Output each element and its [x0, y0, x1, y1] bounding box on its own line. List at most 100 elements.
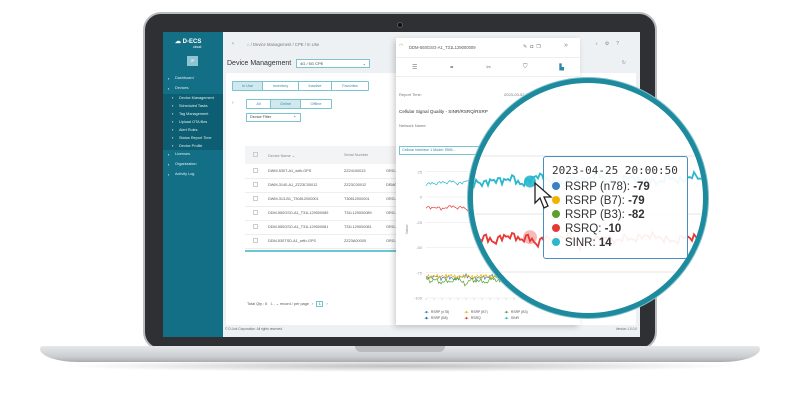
tooltip-item: RSRP (B3): -82: [552, 208, 679, 222]
tooltip-label: RSRP (B3):: [565, 209, 629, 221]
per-page-select[interactable]: 1.. ⌄: [270, 302, 279, 306]
tab-online[interactable]: Online: [271, 100, 301, 108]
legend-item[interactable]: -◆- RSRP (B3): [504, 310, 544, 314]
row-checkbox[interactable]: [253, 210, 258, 215]
tooltip-value: -79: [628, 195, 645, 207]
legend-marker-icon: -◆-: [464, 310, 469, 314]
table-row[interactable]: DDM-550GSO-A1_T31L129000081 T31L129000081…: [245, 220, 396, 235]
legend-marker-icon: -◆-: [424, 310, 429, 314]
breadcrumb: ⌂ / Device Management / CPE / In Use: [247, 42, 320, 47]
edit-icon[interactable]: ✎: [523, 44, 531, 50]
plus-icon: +: [293, 115, 296, 119]
profile-icon: ▪: [172, 143, 174, 148]
series-dot-icon: [552, 196, 560, 204]
tooltip-time: 2023-04-25 20:00:50: [552, 164, 678, 177]
sidebar-item-organization[interactable]: ▪ Organization: [163, 160, 223, 169]
collapse-panel-icon[interactable]: »: [564, 42, 568, 49]
collapse-icon[interactable]: ‹: [232, 41, 234, 47]
legend-item[interactable]: -◆- RSRP (B7): [464, 310, 504, 314]
legend-label: RSRP (n78): [430, 310, 450, 314]
expand-filter-icon[interactable]: ›: [232, 100, 234, 106]
cell: ORG-: [386, 206, 396, 221]
sidebar-item-scheduled-tasks[interactable]: ▪ Scheduled Tasks: [163, 102, 223, 110]
row-checkbox[interactable]: [253, 167, 258, 173]
legend-marker-icon: -◆-: [504, 316, 509, 320]
tab-all[interactable]: All: [247, 100, 271, 108]
legend-item[interactable]: -◆- RSRP (n78): [424, 310, 464, 314]
list-icon[interactable]: ☰: [411, 65, 418, 71]
copy-icon[interactable]: ❐: [536, 44, 544, 50]
panel-header: ◠ DDM-550GSO-A1_T31L129000009 ✎◘❐ »: [396, 38, 580, 58]
link-icon[interactable]: ⚭: [449, 65, 455, 71]
legend-item[interactable]: -◆- RSRQ: [464, 316, 504, 320]
tools-icon[interactable]: ✂: [486, 65, 492, 71]
sidebar-item-status-report-time[interactable]: ▪ Status Report Time: [163, 134, 223, 142]
legend-marker-icon: -◆-: [464, 316, 469, 320]
hover-point-rsrq: [523, 230, 537, 245]
sidebar-item-device-profile[interactable]: ▪ Device Profile: [163, 142, 223, 150]
col-serial[interactable]: Serial Number: [344, 146, 386, 164]
cursor-icon: [534, 181, 553, 209]
legend-item[interactable]: -◆- SINR: [504, 316, 544, 320]
tab-offline[interactable]: Offline: [310, 102, 322, 106]
refresh-icon[interactable]: ↻: [621, 60, 626, 66]
sidebar-item-alert-rules[interactable]: ▪ Alert Rules: [163, 126, 223, 134]
cell: ORG-: [386, 164, 396, 179]
row-checkbox[interactable]: [253, 196, 258, 201]
sidebar-item-devices[interactable]: ▪ Devices: [163, 84, 223, 93]
settings-icon[interactable]: ⚙: [604, 41, 617, 47]
sidebar: ☁ D-ECS cloud IP ▪ Dashboard ▪ Devices ▪ Devic…: [163, 32, 223, 337]
hover-point-sinr: [524, 175, 536, 188]
table-scroll-indicator[interactable]: [245, 250, 396, 252]
device-filter-button[interactable]: Device Filter +: [246, 113, 301, 122]
col-device-name[interactable]: Device Name ⌄: [268, 146, 344, 164]
chart-icon[interactable]: ▙: [559, 65, 565, 71]
y-tick-label: -50: [416, 245, 423, 250]
table-row[interactable]: DDM-550GSO-A1_T31L129000089 T31L129000089…: [245, 206, 396, 221]
sidebar-item-upload-ota-files[interactable]: ▪ Upload OTA files: [163, 118, 223, 126]
avatar[interactable]: IP: [187, 56, 198, 66]
help-icon[interactable]: ?: [616, 41, 626, 47]
tab-inventory[interactable]: Inventory: [263, 82, 299, 90]
tab-favorites[interactable]: Favorites: [342, 84, 358, 88]
prev-page-icon[interactable]: ‹: [312, 302, 314, 306]
table-row[interactable]: DWM-3140-A1_ZZ23C00012 ZZ23C00012 DEMO: [245, 178, 397, 193]
sidebar-item-device-management[interactable]: ▪ Device Management: [163, 94, 223, 102]
devices-icon: ▪: [168, 86, 170, 91]
camera-icon[interactable]: ◘: [530, 44, 537, 50]
row-checkbox[interactable]: [253, 224, 258, 229]
tab-inactive[interactable]: Inactive: [299, 82, 332, 90]
col-org[interactable]: [386, 146, 396, 164]
logo-sub: cloud: [192, 45, 202, 49]
cell: DWM-313-B1_T30812000001: [268, 192, 344, 207]
table-row[interactable]: DDM-530TSD-A1_with-GPS ZZ23A00005 ORG-: [245, 234, 396, 249]
shield-icon[interactable]: ⛉: [523, 64, 528, 70]
next-page-icon[interactable]: ›: [326, 302, 328, 306]
cell: ZZ23C00012: [344, 178, 386, 193]
sidebar-item-label: Tag Management: [179, 112, 209, 116]
magnifier: 2023-04-25 20:00:50 RSRP (n78): -79 RSRP …: [468, 78, 708, 318]
sidebar-item-dashboard[interactable]: ▪ Dashboard: [163, 74, 223, 83]
bell-icon[interactable]: ♪: [595, 41, 605, 47]
table-row[interactable]: DWM-313-B1_T30812000001 T30812000001 ORG-: [245, 192, 396, 207]
page-1[interactable]: 1: [316, 301, 324, 307]
sidebar-item-activity-log[interactable]: ▪ Activity Log: [163, 170, 223, 179]
series-line-rsrp-b3-: [425, 276, 502, 287]
table-row[interactable]: DWM-530T-A1_with-GPS ZZ24100013 ORG-: [245, 164, 396, 179]
page-title: Device Management: [227, 60, 292, 67]
legend-item[interactable]: -◆- RSRP (B8): [424, 316, 464, 320]
device-type-select[interactable]: 4G / 5G CPE ⌄: [296, 59, 370, 68]
select-all-checkbox[interactable]: [253, 152, 258, 157]
row-checkbox[interactable]: [253, 238, 258, 243]
row-checkbox[interactable]: [253, 182, 258, 187]
sidebar-item-tag-management[interactable]: ▪ Tag Management: [163, 110, 223, 118]
per-page-label: record / per page: [279, 302, 309, 306]
alert-icon: ▪: [172, 127, 174, 132]
tab-in-use[interactable]: In Use: [233, 82, 263, 90]
status-tabs: All Online Offline: [246, 99, 332, 109]
sidebar-item-licenses[interactable]: ▪ Licenses: [163, 150, 223, 159]
chevron-down-icon: ⌄: [362, 61, 366, 66]
legend-label: RSRP (B3): [510, 310, 528, 314]
tooltip-label: RSRQ:: [565, 223, 605, 235]
cell: DWM-530T-A1_with-GPS: [268, 164, 344, 179]
